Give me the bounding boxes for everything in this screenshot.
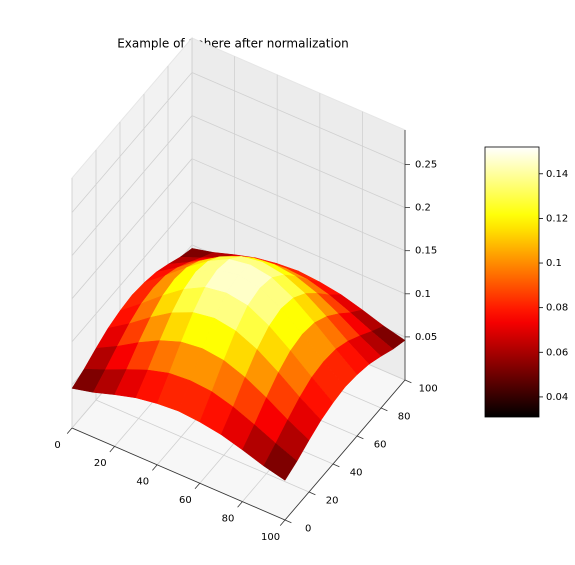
y-tick-label: 100 <box>419 383 438 394</box>
grid-line <box>95 399 310 493</box>
y-tick <box>332 463 340 468</box>
colorbar-tick-label: 0.12 <box>546 213 568 224</box>
x-tick <box>152 464 158 471</box>
x-tick <box>194 482 201 490</box>
x-tick <box>109 446 115 453</box>
y-tick <box>308 491 316 496</box>
x-tick-label: 20 <box>94 458 107 469</box>
chart-title: Example of Sphere after normalization <box>117 37 349 51</box>
y-tick-label: 20 <box>326 495 339 506</box>
z-tick-label: 0.15 <box>415 246 437 257</box>
x-tick <box>279 519 286 526</box>
colorbar-tick-label: 0.06 <box>546 347 568 358</box>
colorbar-tick-label: 0.14 <box>546 169 568 180</box>
y-tick-label: 60 <box>374 439 387 450</box>
colorbar <box>484 146 540 418</box>
z-tick-label: 0.05 <box>415 332 437 343</box>
grid-line <box>71 115 193 256</box>
colorbar-tick-label: 0.04 <box>546 392 568 403</box>
z-tick-label: 0.2 <box>415 203 431 214</box>
x-tick-label: 0 <box>54 440 60 451</box>
x-tick-label: 40 <box>136 477 149 488</box>
z-tick-label: 0.25 <box>415 159 437 170</box>
x-tick <box>237 501 243 508</box>
x-tick <box>66 427 73 434</box>
x-tick-label: 80 <box>222 513 235 524</box>
colorbar-tick-label: 0.08 <box>546 303 568 314</box>
y-tick <box>356 435 364 440</box>
y-tick-label: 0 <box>305 523 311 534</box>
x-tick-label: 100 <box>261 532 280 543</box>
x-tick-label: 60 <box>179 495 192 506</box>
y-axis <box>284 379 406 521</box>
grid-line <box>191 158 406 252</box>
grid-line <box>71 72 193 213</box>
grid-line <box>71 158 193 299</box>
y-tick <box>380 407 388 412</box>
grid-line <box>191 115 406 208</box>
y-tick-label: 80 <box>398 411 411 422</box>
y-tick <box>404 379 412 384</box>
grid-line <box>191 72 406 165</box>
grid-line <box>191 201 406 295</box>
y-tick <box>284 519 292 524</box>
y-tick-label: 40 <box>350 467 363 478</box>
surface-cell <box>263 442 298 481</box>
x-axis <box>71 427 286 521</box>
grid-line <box>71 201 193 343</box>
z-tick-label: 0.1 <box>415 289 431 300</box>
colorbar-tick-label: 0.1 <box>546 258 562 269</box>
